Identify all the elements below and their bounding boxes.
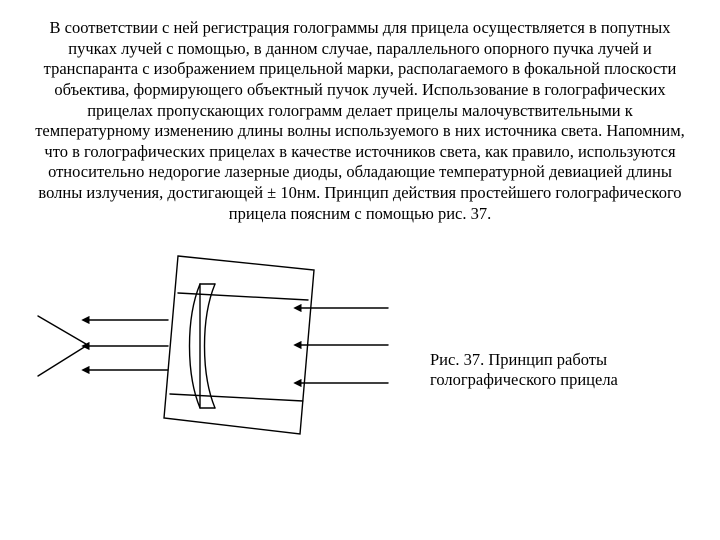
figure-row: Рис. 37. Принцип работы голографического… [28,238,692,458]
caption-line-2: голографического прицела [430,370,618,389]
figure-caption: Рис. 37. Принцип работы голографического… [408,306,618,391]
body-paragraph: В соответствии с ней регистрация гологра… [28,18,692,224]
figure-diagram [28,238,408,458]
caption-line-1: Рис. 37. Принцип работы [430,350,607,369]
